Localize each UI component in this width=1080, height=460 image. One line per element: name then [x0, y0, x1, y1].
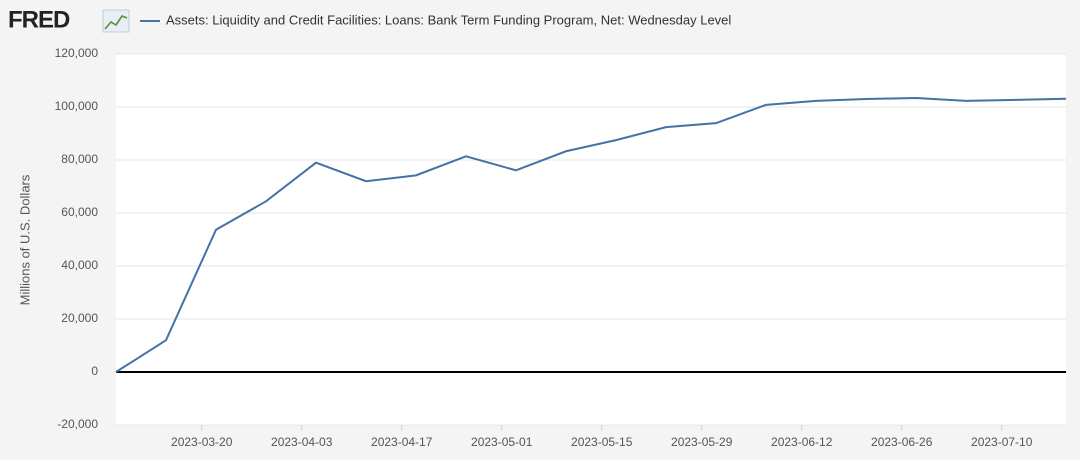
- y-tick-label: 40,000: [61, 258, 98, 272]
- x-tick-label: 2023-03-20: [171, 435, 233, 449]
- x-tick-label: 2023-06-12: [771, 435, 833, 449]
- y-tick-label: -20,000: [57, 417, 98, 431]
- x-tick-label: 2023-05-01: [471, 435, 533, 449]
- series-line: [115, 96, 1067, 373]
- y-tick-label: 120,000: [55, 46, 99, 60]
- x-tick-label: 2023-05-15: [571, 435, 633, 449]
- y-tick-label: 60,000: [61, 205, 98, 219]
- x-tick-label: 2023-04-17: [371, 435, 433, 449]
- logo-icon: [102, 9, 130, 33]
- y-tick-label: 100,000: [55, 99, 99, 113]
- y-tick-label: 20,000: [61, 311, 98, 325]
- x-tick-label: 2023-06-26: [871, 435, 933, 449]
- plot-area: [116, 54, 1066, 425]
- y-tick-label: 80,000: [61, 152, 98, 166]
- logo: FRED: [8, 6, 70, 33]
- legend-label: Assets: Liquidity and Credit Facilities:…: [166, 12, 731, 27]
- x-tick-label: 2023-05-29: [671, 435, 733, 449]
- x-tick-label: 2023-07-10: [971, 435, 1033, 449]
- y-axis-label: Millions of U.S. Dollars: [17, 174, 32, 305]
- y-tick-label: 0: [91, 364, 98, 378]
- x-tick-label: 2023-04-03: [271, 435, 333, 449]
